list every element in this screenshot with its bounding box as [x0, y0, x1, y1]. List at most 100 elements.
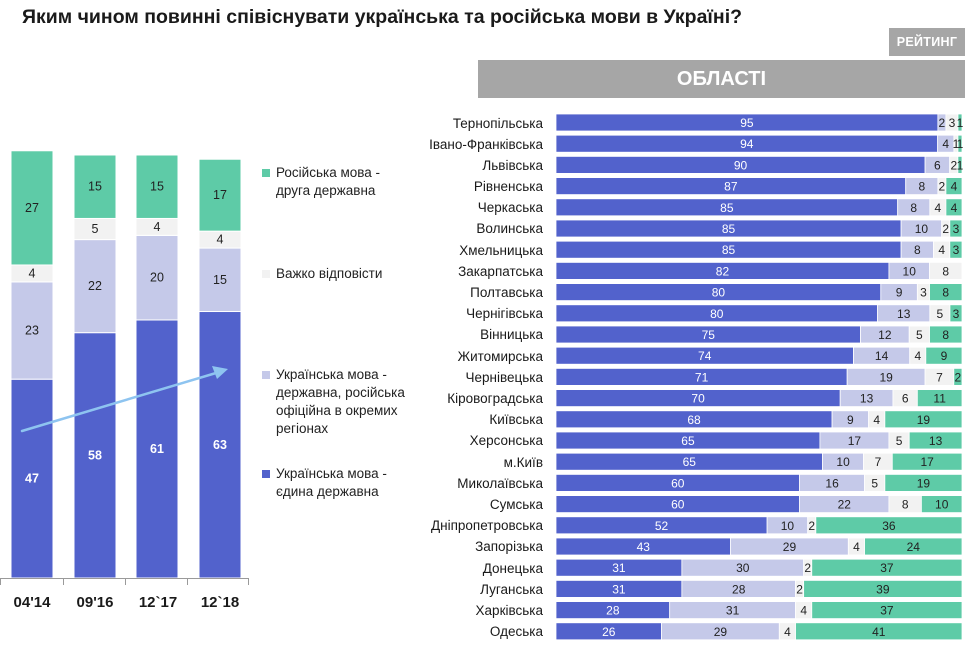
bar-segment-russian-second	[949, 240, 963, 259]
bar-value-label: 82	[716, 264, 730, 278]
bar-value-label: 9	[941, 349, 948, 363]
bar-value-label: 17	[213, 188, 227, 202]
bar-segment-state-with-regional	[135, 234, 179, 321]
bar-segment-russian-second	[815, 516, 963, 535]
region-label: Кіровоградська	[447, 391, 543, 406]
bar-segment-russian-second	[811, 601, 963, 619]
bar-value-label: 16	[825, 476, 839, 490]
bar-segment-russian-second	[10, 150, 54, 266]
bar-value-label: 3	[920, 286, 927, 300]
bar-segment-state-with-regional	[198, 247, 242, 313]
bar-value-label: 65	[683, 455, 697, 469]
bar-value-label: 9	[847, 413, 854, 427]
bar-value-label: 85	[720, 201, 734, 215]
bar-value-label: 60	[671, 498, 685, 512]
region-label: Рівненська	[473, 179, 543, 194]
bar-segment-russian-second	[795, 622, 963, 641]
brand-logo: РЕЙТИНГ	[889, 28, 965, 56]
bar-value-label: 4	[951, 180, 958, 194]
legend-swatch	[262, 371, 270, 379]
bar-segment-hard-to-say	[929, 261, 963, 280]
bar-value-label: 15	[88, 180, 102, 194]
legend-swatch	[262, 169, 270, 177]
bar-value-label: 52	[655, 519, 669, 533]
bar-value-label: 5	[871, 476, 878, 490]
bar-value-label: 17	[920, 455, 934, 469]
bar-value-label: 4	[873, 413, 880, 427]
bar-value-label: 2	[942, 222, 949, 236]
trend-arrow-line	[20, 371, 218, 433]
bar-value-label: 80	[710, 307, 724, 321]
bar-value-label: 95	[740, 116, 754, 130]
bar-value-label: 31	[612, 561, 626, 575]
period-label: 12`17	[138, 594, 178, 611]
bar-value-label: 4	[853, 540, 860, 554]
bar-value-label: 1	[957, 137, 964, 151]
region-label: Івано-Франківська	[429, 137, 543, 152]
bar-value-label: 94	[740, 137, 754, 151]
region-label: Черкаська	[477, 200, 543, 215]
bar-value-label: 30	[736, 561, 750, 575]
legend-item-hard-to-say: Важко відповісти	[262, 265, 382, 283]
bar-value-label: 60	[671, 476, 685, 490]
bar-value-label: 85	[722, 243, 736, 257]
period-label: 12`18	[200, 594, 240, 611]
bar-value-label: 8	[914, 243, 921, 257]
bar-value-label: 5	[896, 434, 903, 448]
bar-value-label: 17	[848, 434, 862, 448]
bar-segment-russian-second	[908, 431, 963, 450]
bar-segment-russian-second	[929, 325, 963, 344]
bar-value-label: 7	[875, 455, 882, 469]
bar-value-label: 14	[875, 349, 889, 363]
bar-value-label: 74	[698, 349, 712, 363]
region-label: Сумська	[489, 497, 543, 512]
bar-value-label: 8	[942, 264, 949, 278]
legend-label: Важко відповісти	[276, 266, 383, 281]
bar-value-label: 4	[217, 233, 224, 247]
bar-value-label: 36	[882, 519, 896, 533]
bar-value-label: 63	[213, 438, 227, 452]
bar-value-label: 20	[150, 271, 164, 285]
region-label: Хмельницька	[459, 243, 543, 258]
bar-value-label: 4	[800, 604, 807, 618]
bar-value-label: 10	[781, 519, 795, 533]
regions-header: ОБЛАСТІ	[478, 60, 965, 98]
bar-value-label: 71	[695, 370, 709, 384]
bar-value-label: 8	[902, 498, 909, 512]
bar-value-label: 2	[939, 180, 946, 194]
region-label: Закарпатська	[458, 264, 543, 279]
bar-value-label: 3	[953, 243, 960, 257]
bar-value-label: 8	[910, 201, 917, 215]
bar-value-label: 41	[872, 625, 886, 639]
bar-value-label: 10	[903, 264, 917, 278]
bar-value-label: 70	[691, 392, 705, 406]
bar-value-label: 29	[714, 625, 728, 639]
bar-segment-russian-second	[945, 198, 963, 217]
region-label: Житомирська	[457, 349, 543, 364]
bar-segment-russian-second	[135, 154, 179, 219]
bar-value-label: 3	[953, 307, 960, 321]
region-label: Запорізька	[475, 539, 543, 554]
bar-value-label: 15	[213, 273, 227, 287]
bar-value-label: 8	[942, 328, 949, 342]
bar-segment-russian-second	[891, 452, 963, 471]
bar-value-label: 9	[896, 286, 903, 300]
bar-value-label: 37	[880, 604, 894, 618]
bar-segment-russian-second	[949, 219, 963, 238]
bar-segment-russian-second	[953, 367, 963, 386]
bar-value-label: 8	[942, 286, 949, 300]
legend-item-russian-second: Російська мова - друга державна	[262, 164, 380, 200]
region-label: Одеська	[489, 624, 543, 639]
bar-value-label: 15	[150, 180, 164, 194]
bar-value-label: 23	[25, 324, 39, 338]
bar-segment-russian-second	[803, 580, 963, 598]
legend-label: Українська мова - єдина державна	[276, 466, 387, 499]
bar-value-label: 22	[838, 498, 852, 512]
bar-value-label: 7	[936, 370, 943, 384]
bar-value-label: 6	[934, 158, 941, 172]
bar-value-label: 4	[784, 625, 791, 639]
bar-value-label: 2	[955, 370, 962, 384]
bar-segment-russian-second	[957, 113, 963, 132]
region-label: Полтавська	[470, 285, 543, 300]
page-title: Яким чином повинні співіснувати українсь…	[22, 6, 743, 28]
